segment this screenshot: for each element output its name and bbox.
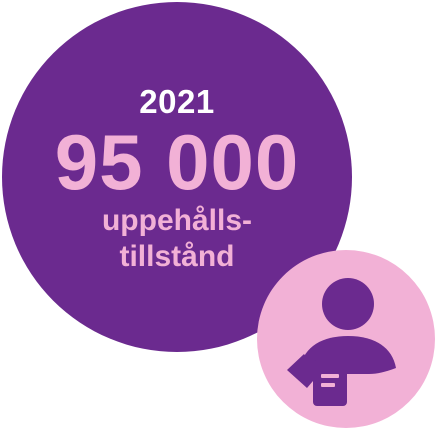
stat-circle: 2021 95 000 uppehålls- tillstånd	[2, 2, 352, 352]
stat-value: 95 000	[54, 118, 300, 206]
stat-year: 2021	[139, 83, 215, 120]
stat-label-line-2: tillstånd	[119, 240, 235, 273]
person-with-document-icon	[287, 278, 396, 406]
icon-circle	[257, 250, 435, 428]
stat-label: uppehålls- tillstånd	[2, 203, 352, 275]
stat-label-line-1: uppehålls-	[101, 204, 252, 237]
